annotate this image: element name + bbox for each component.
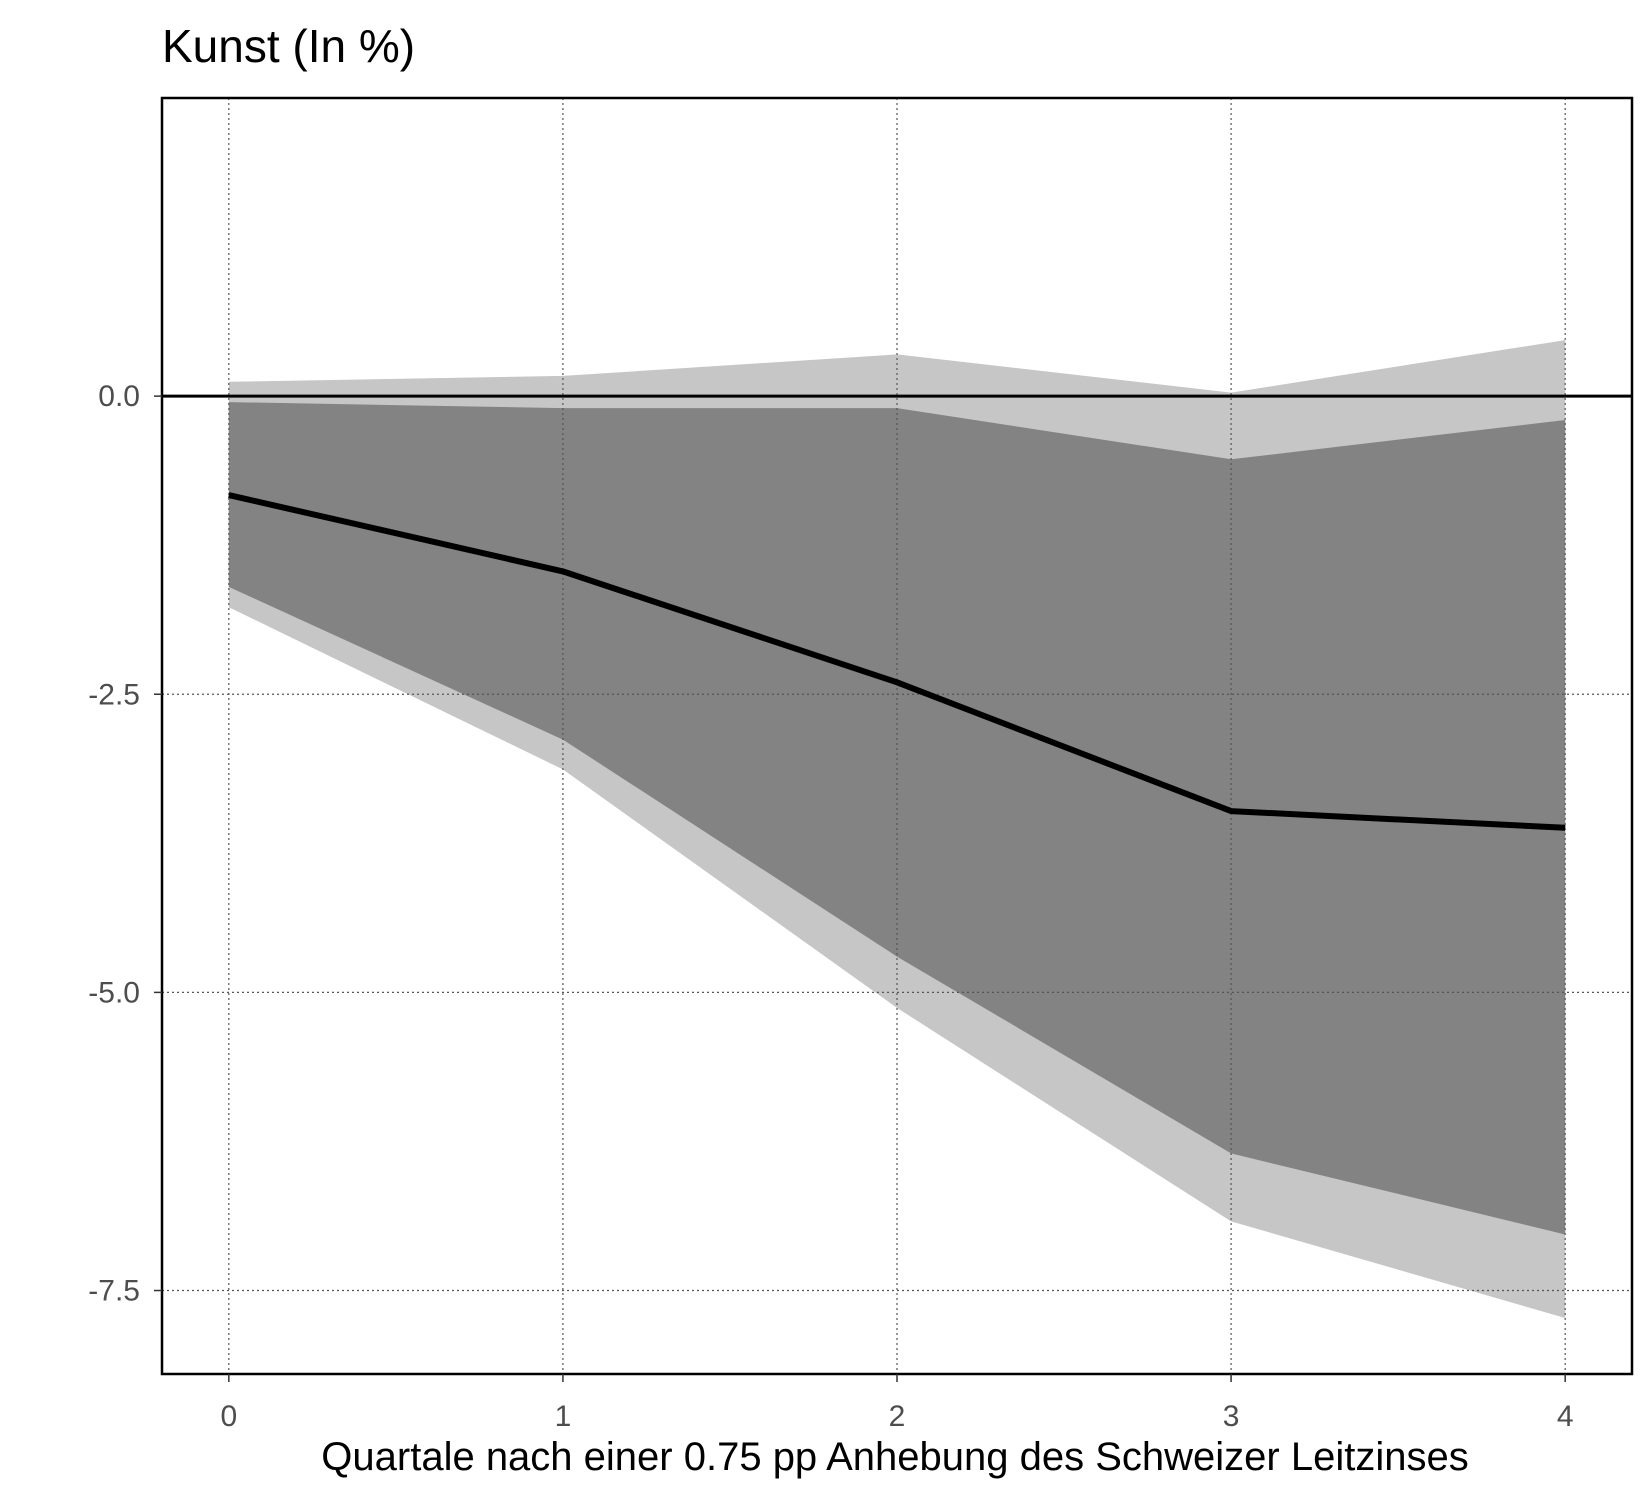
plot-area: 0.0 -2.5 -5.0 -7.5 0 1 2 3 4: [88, 96, 1634, 1433]
chart-title: Kunst (In %): [162, 20, 415, 72]
median-line: [228, 492, 1566, 831]
x-tick-label: 3: [1223, 1400, 1240, 1433]
y-tick-label: 0.0: [98, 380, 140, 413]
x-tick-label: 0: [220, 1400, 237, 1433]
x-tick-label: 4: [1557, 1400, 1574, 1433]
x-tick-label: 2: [889, 1400, 906, 1433]
x-axis-label: Quartale nach einer 0.75 pp Anhebung des…: [321, 1435, 1468, 1479]
x-tick-label: 1: [555, 1400, 572, 1433]
y-tick-label: -7.5: [88, 1275, 140, 1308]
y-tick-label: -2.5: [88, 678, 140, 711]
y-tick-label: -5.0: [88, 976, 140, 1009]
